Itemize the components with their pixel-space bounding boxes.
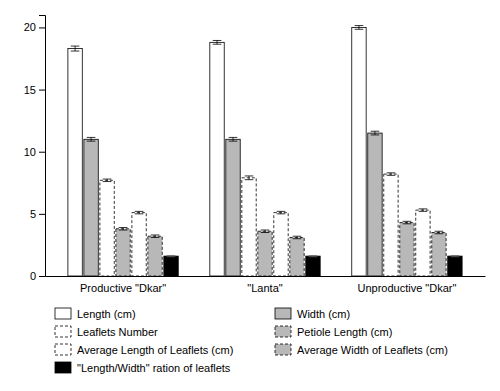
- bar: [68, 49, 82, 276]
- error-bar: [245, 176, 254, 180]
- y-tick: 0: [30, 270, 45, 282]
- y-tick: 20: [24, 21, 45, 33]
- bar: [368, 133, 382, 276]
- series: [132, 209, 430, 276]
- legend-swatch: [55, 308, 71, 319]
- y-tick-label: 20: [24, 21, 36, 33]
- series: [164, 255, 462, 276]
- x-axis-line: [46, 276, 486, 277]
- x-tick-label: Productive "Dkar": [80, 282, 166, 294]
- legend-label: Width (cm): [297, 308, 350, 320]
- legend-label: "Length/Width" ration of leaflets: [77, 362, 231, 374]
- legend-item: Leaflets Number: [55, 326, 158, 338]
- y-tick-mark: [39, 90, 45, 91]
- bar: [352, 27, 366, 276]
- bar: [132, 213, 146, 276]
- legend-item: Average Width of Leaflets (cm): [275, 344, 448, 356]
- y-axis-line: [39, 16, 46, 277]
- bar: [148, 236, 162, 276]
- plot: 0 5 10 15 20 Productive "Dkar" "Lanta" Unproduc…: [24, 16, 486, 294]
- y-tick-label: 15: [24, 84, 36, 96]
- legend-label: Average Width of Leaflets (cm): [297, 344, 448, 356]
- error-bar: [451, 255, 460, 256]
- y-tick-mark: [39, 214, 45, 215]
- error-bar: [355, 26, 364, 30]
- y-tick-label: 10: [24, 146, 36, 158]
- bar: [448, 256, 462, 276]
- bar: [210, 42, 224, 276]
- legend-item: Length (cm): [55, 308, 136, 320]
- y-axis: 0 5 10 15 20: [24, 16, 46, 283]
- bar: [274, 213, 288, 276]
- bar: [400, 223, 414, 276]
- series: [68, 26, 366, 276]
- bar: [290, 237, 304, 276]
- x-tick: Productive "Dkar": [80, 282, 166, 294]
- bar: [416, 210, 430, 276]
- x-tick: Unproductive "Dkar": [357, 282, 456, 294]
- error-bar: [103, 179, 112, 181]
- y-tick: 10: [24, 146, 45, 158]
- legend-label: Leaflets Number: [77, 326, 158, 338]
- error-bar: [167, 255, 176, 256]
- legend-item: "Length/Width" ration of leaflets: [55, 362, 231, 374]
- y-tick-mark: [39, 152, 45, 153]
- y-tick: 5: [30, 208, 45, 220]
- y-tick-mark: [39, 276, 45, 277]
- legend-label: Petiole Length (cm): [297, 326, 392, 338]
- error-bar: [261, 230, 270, 232]
- x-tick: "Lanta": [247, 282, 282, 294]
- error-bar: [403, 221, 412, 223]
- bar: [84, 139, 98, 276]
- bar: [306, 256, 320, 276]
- series: [84, 131, 382, 276]
- bars: [68, 26, 462, 276]
- legend: Length (cm) Width (cm) Leaflets Number Peti…: [55, 308, 448, 374]
- bar: [432, 233, 446, 277]
- chart: 0 5 10 15 20 Productive "Dkar" "Lanta" Unproduc…: [0, 0, 500, 391]
- error-bar: [119, 228, 128, 230]
- legend-item: Average Length of Leaflets (cm): [55, 344, 233, 356]
- error-bar: [151, 235, 160, 237]
- legend-swatch: [55, 326, 71, 337]
- legend-swatch: [275, 326, 291, 337]
- error-bar: [309, 255, 318, 256]
- bar: [164, 256, 178, 276]
- error-bar: [419, 209, 428, 211]
- legend-swatch: [55, 362, 71, 373]
- x-tick-label: Unproductive "Dkar": [357, 282, 456, 294]
- bar: [384, 174, 398, 276]
- series: [148, 231, 446, 276]
- legend-swatch: [55, 344, 71, 355]
- legend-label: Average Length of Leaflets (cm): [77, 344, 233, 356]
- error-bar: [387, 173, 396, 175]
- x-tick-label: "Lanta": [247, 282, 282, 294]
- error-bar: [435, 231, 444, 233]
- legend-item: Petiole Length (cm): [275, 326, 392, 338]
- bar: [100, 180, 114, 276]
- series: [100, 173, 398, 276]
- error-bar: [277, 211, 286, 213]
- error-bar: [135, 211, 144, 213]
- bar: [258, 231, 272, 276]
- error-bar: [71, 46, 80, 51]
- y-tick: 15: [24, 84, 45, 96]
- error-bar: [371, 131, 380, 135]
- bar: [226, 139, 240, 276]
- error-bar: [87, 137, 96, 141]
- bar: [116, 229, 130, 276]
- legend-swatch: [275, 344, 291, 355]
- series: [116, 221, 414, 276]
- y-tick-label: 0: [30, 270, 36, 282]
- error-bar: [229, 137, 238, 141]
- legend-label: Length (cm): [77, 308, 136, 320]
- legend-swatch: [275, 308, 291, 319]
- y-tick-label: 5: [30, 208, 36, 220]
- error-bar: [213, 40, 222, 44]
- legend-item: Width (cm): [275, 308, 350, 320]
- error-bar: [293, 236, 302, 238]
- x-axis: Productive "Dkar" "Lanta" Unproductive "Dk…: [46, 277, 486, 294]
- bar: [242, 178, 256, 276]
- y-tick-mark: [39, 27, 45, 28]
